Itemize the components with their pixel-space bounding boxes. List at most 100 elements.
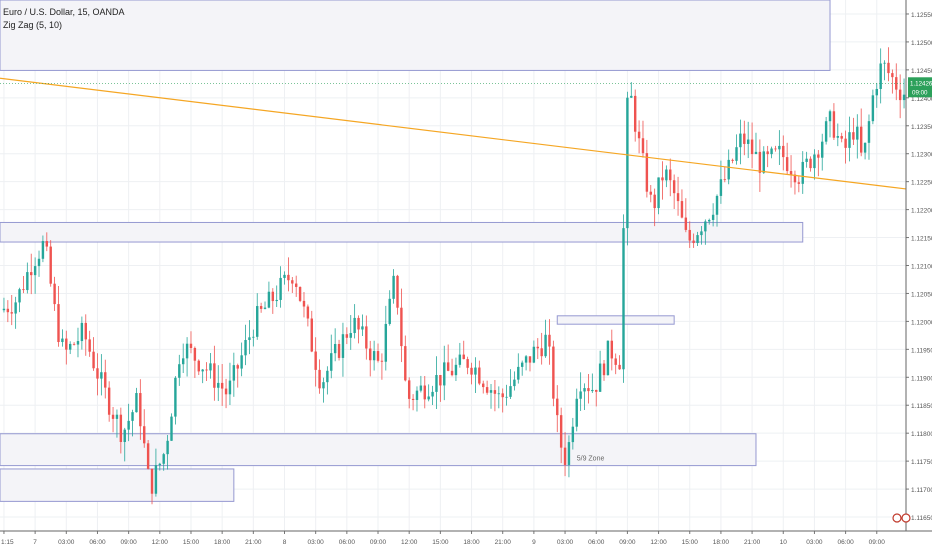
current-price-label: 1.12426 — [910, 80, 932, 87]
candle-down — [143, 426, 146, 444]
candle-up — [166, 440, 169, 455]
candle-down — [898, 89, 902, 101]
candle-up — [821, 141, 824, 158]
candle-down — [793, 174, 797, 183]
time-tick-label: 06:00 — [339, 539, 356, 546]
candle-up — [228, 380, 232, 395]
candle-up — [37, 258, 41, 267]
candle-up — [813, 154, 816, 169]
candle-up — [209, 363, 212, 371]
time-tick-label: 09:00 — [869, 539, 886, 546]
candle-up — [33, 266, 37, 276]
candle-up — [715, 195, 719, 215]
time-tick-label: 10 — [780, 539, 788, 546]
event-icons[interactable] — [892, 513, 911, 523]
candle-up — [252, 336, 255, 338]
candle-up — [598, 363, 602, 392]
candle-down — [404, 346, 407, 381]
candle-up — [883, 62, 886, 64]
candle-up — [248, 337, 251, 341]
candle-up — [848, 132, 851, 148]
candle-down — [587, 388, 590, 392]
trendline[interactable] — [0, 77, 907, 190]
candle-down — [30, 272, 33, 276]
candle-up — [330, 353, 333, 371]
candle-down — [470, 367, 473, 375]
price-tick-label: 1.11800 — [911, 431, 932, 438]
candle-up — [333, 343, 337, 354]
candle-down — [396, 275, 399, 308]
candles — [2, 47, 906, 505]
candle-up — [871, 95, 875, 122]
candle-up — [805, 158, 808, 162]
candle-down — [680, 201, 684, 218]
candle-down — [766, 151, 769, 155]
price-tick-label: 1.11750 — [911, 459, 932, 466]
candle-down — [653, 194, 656, 209]
candle-down — [887, 62, 890, 74]
candle-up — [719, 179, 723, 196]
time-tick-label: 06:00 — [837, 539, 854, 546]
candle-up — [361, 326, 364, 330]
candle-up — [18, 289, 21, 303]
time-tick-label: 12:00 — [401, 539, 418, 546]
candle-up — [267, 291, 271, 308]
candle-up — [583, 388, 586, 392]
candle-down — [462, 354, 465, 360]
price-axis[interactable]: 1.12550 1.12500 1.12450 1.12400 1.12350 1.123… — [0, 0, 932, 531]
time-tick-label: 03:00 — [308, 539, 325, 546]
candle-down — [895, 77, 898, 90]
price-tick-label: 1.12000 — [911, 319, 932, 326]
candle-up — [626, 97, 629, 229]
time-tick-label: 21:00 — [495, 539, 512, 546]
candle-down — [692, 240, 695, 244]
candle-down — [369, 348, 372, 361]
candle-down — [423, 385, 426, 400]
time-tick-label: 09:00 — [619, 539, 636, 546]
time-tick-label: 15:00 — [432, 539, 449, 546]
candle-down — [774, 148, 777, 150]
candle-up — [158, 463, 162, 466]
event-flag-icon[interactable] — [901, 513, 911, 523]
candle-down — [493, 390, 497, 394]
candle-up — [419, 385, 423, 391]
candle-up — [735, 147, 738, 161]
trendline-layer[interactable] — [0, 77, 907, 190]
candle-up — [181, 358, 185, 365]
candle-up — [178, 364, 181, 378]
price-tick-label: 1.12550 — [911, 12, 932, 19]
event-flag-icon[interactable] — [892, 513, 902, 523]
candle-up — [863, 142, 867, 153]
candle-down — [672, 180, 676, 194]
candle-down — [88, 339, 91, 352]
candle-down — [758, 151, 762, 173]
candle-up — [474, 367, 477, 375]
zone-rectangle[interactable] — [556, 315, 675, 325]
price-tick-label: 1.12150 — [911, 236, 932, 243]
candle-down — [22, 289, 25, 291]
price-tick-label: 1.12300 — [911, 152, 932, 159]
candle-up — [443, 362, 446, 386]
candle-up — [185, 343, 189, 359]
time-tick-label: 21:00 — [744, 539, 761, 546]
candle-up — [240, 355, 243, 369]
zone-rectangle[interactable] — [0, 0, 831, 71]
candle-up — [520, 362, 524, 367]
candle-up — [739, 133, 742, 148]
candle-down — [259, 306, 263, 309]
candle-down — [661, 177, 664, 181]
zone-rectangle[interactable] — [0, 468, 235, 502]
zone-rectangle[interactable] — [0, 433, 757, 467]
candle-up — [708, 219, 711, 222]
symbol-title: Euro / U.S. Dollar, 15, OANDA — [3, 7, 125, 17]
candle-down — [789, 171, 793, 175]
zone-rectangle[interactable] — [0, 221, 804, 243]
candle-up — [279, 277, 282, 300]
time-axis[interactable]: 1:15 7 03:00 06:00 09:00 12:00 15:00 18:00 21:00… — [0, 530, 932, 546]
zones: 5/9 Zone — [0, 0, 831, 502]
candle-up — [505, 396, 508, 398]
candle-up — [341, 334, 345, 358]
candle-down — [645, 153, 649, 192]
